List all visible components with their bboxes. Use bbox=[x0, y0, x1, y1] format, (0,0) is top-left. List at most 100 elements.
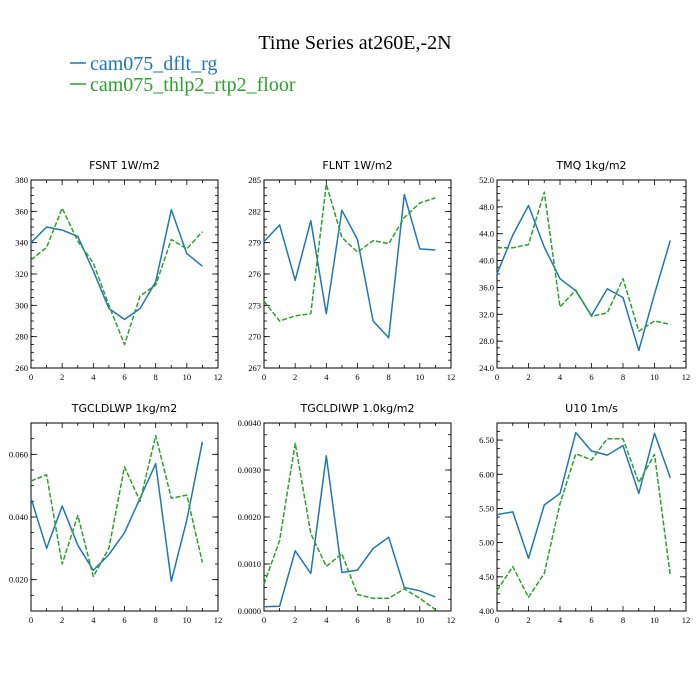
y-tick-label: 276 bbox=[248, 269, 261, 279]
y-tick-label: 300 bbox=[15, 300, 28, 310]
panel-title: FSNT 1W/m2 bbox=[89, 159, 160, 172]
series-line-dflt bbox=[30, 209, 203, 321]
x-tick-label: 0 bbox=[29, 615, 33, 625]
y-tick-label: 380 bbox=[15, 175, 28, 185]
series-line-dflt bbox=[496, 431, 672, 560]
legend-label-dflt: cam075_dflt_rg bbox=[90, 53, 217, 75]
x-tick-label: 0 bbox=[262, 372, 266, 382]
y-tick-label: 24.0 bbox=[479, 363, 494, 373]
y-tick-label: 279 bbox=[248, 238, 261, 248]
y-tick-label: 267 bbox=[248, 363, 261, 373]
x-tick-label: 0 bbox=[495, 372, 499, 382]
y-tick-label: 28.0 bbox=[479, 336, 494, 346]
series-line-floor bbox=[30, 207, 203, 346]
y-tick-label: 48.0 bbox=[479, 202, 494, 212]
figure-title: Time Series at260E,-2N bbox=[258, 32, 451, 54]
x-tick-label: 12 bbox=[447, 615, 456, 625]
x-tick-label: 6 bbox=[122, 615, 126, 625]
y-tick-label: 280 bbox=[15, 332, 28, 342]
y-tick-label: 4.50 bbox=[479, 572, 494, 582]
panel-0: FSNT 1W/m2 0 2 4 6 8 10 12 260 280 300 320 340 360 380 bbox=[15, 159, 222, 382]
x-tick-label: 8 bbox=[387, 372, 391, 382]
panel-title: TGCLDIWP 1.0kg/m2 bbox=[299, 402, 414, 415]
x-tick-label: 2 bbox=[60, 615, 64, 625]
y-tick-label: 36.0 bbox=[479, 282, 494, 292]
y-tick-label: 5.00 bbox=[479, 538, 494, 548]
x-tick-label: 0 bbox=[262, 615, 266, 625]
panel-title: TGCLDLWP 1kg/m2 bbox=[71, 402, 177, 415]
x-tick-label: 8 bbox=[387, 615, 391, 625]
x-tick-label: 6 bbox=[589, 615, 593, 625]
y-tick-label: 0.0010 bbox=[238, 559, 261, 569]
y-tick-label: 4.00 bbox=[479, 606, 494, 616]
y-tick-label: 6.00 bbox=[479, 469, 494, 479]
y-tick-label: 260 bbox=[15, 363, 28, 373]
x-tick-label: 12 bbox=[214, 372, 223, 382]
x-tick-label: 8 bbox=[621, 372, 625, 382]
x-tick-label: 12 bbox=[447, 372, 456, 382]
y-tick-label: 285 bbox=[248, 175, 261, 185]
panels: FSNT 1W/m20 2 4 6 8 10 12260280300320340360380… bbox=[9, 159, 690, 625]
x-tick-label: 8 bbox=[621, 615, 625, 625]
x-tick-label: 2 bbox=[60, 372, 64, 382]
x-tick-label: 10 bbox=[650, 372, 659, 382]
legend-label-floor: cam075_thlp2_rtp2_floor bbox=[90, 74, 296, 96]
y-tick-label: 0.020 bbox=[9, 575, 28, 585]
legend: cam075_dflt_rg cam075_thlp2_rtp2_floor bbox=[70, 53, 296, 96]
x-tick-label: 2 bbox=[293, 372, 297, 382]
x-tick-label: 0 bbox=[495, 615, 499, 625]
x-tick-label: 10 bbox=[416, 615, 425, 625]
x-tick-label: 2 bbox=[526, 372, 530, 382]
y-tick-label: 282 bbox=[248, 206, 261, 216]
panel-1: FLNT 1W/m2 0 2 4 6 8 10 12 267 270 273 276 279 282 285 bbox=[248, 159, 455, 382]
x-tick-label: 12 bbox=[682, 615, 691, 625]
y-tick-label: 0.0030 bbox=[238, 465, 261, 475]
x-tick-label: 4 bbox=[324, 372, 329, 382]
y-tick-label: 270 bbox=[248, 332, 261, 342]
series-line-floor bbox=[496, 437, 672, 599]
y-tick-label: 0.040 bbox=[9, 512, 28, 522]
series-line-floor bbox=[497, 191, 671, 332]
y-tick-label: 320 bbox=[15, 269, 28, 279]
x-tick-label: 6 bbox=[355, 372, 359, 382]
panel-2: TMQ 1kg/m2 0 2 4 6 8 10 12 24.0 28.0 32.0 36.0 40.0 4… bbox=[479, 159, 690, 382]
y-tick-label: 360 bbox=[15, 206, 28, 216]
x-tick-label: 4 bbox=[91, 615, 96, 625]
y-tick-label: 52.0 bbox=[479, 175, 494, 185]
x-tick-label: 6 bbox=[589, 372, 593, 382]
x-tick-label: 2 bbox=[526, 615, 530, 625]
x-tick-label: 4 bbox=[558, 615, 563, 625]
x-tick-label: 8 bbox=[154, 372, 158, 382]
y-tick-label: 44.0 bbox=[479, 229, 494, 239]
panel-5: U10 1m/s 0 2 4 6 8 10 12 4.00 4.50 5.00 5.50 6.00 6.5… bbox=[479, 402, 690, 625]
y-tick-label: 0.0000 bbox=[238, 606, 261, 616]
y-tick-label: 40.0 bbox=[479, 256, 494, 266]
panel-title: TMQ 1kg/m2 bbox=[555, 159, 626, 172]
series-line-dflt bbox=[263, 455, 436, 608]
panel-4: TGCLDIWP 1.0kg/m2 0 2 4 6 8 10 12 0.0000 0.0010 0.… bbox=[238, 402, 456, 625]
panel-title: U10 1m/s bbox=[565, 402, 618, 415]
series-line-floor bbox=[30, 434, 204, 578]
series-line-floor bbox=[263, 183, 436, 322]
x-tick-label: 4 bbox=[91, 372, 96, 382]
panel-3: TGCLDLWP 1kg/m2 0 2 4 6 8 10 12 0.020 0.040 0.060 bbox=[9, 402, 222, 625]
series-line-floor bbox=[263, 442, 436, 611]
x-tick-label: 12 bbox=[682, 372, 691, 382]
y-tick-label: 340 bbox=[15, 238, 28, 248]
series-line-dflt bbox=[263, 193, 436, 339]
x-tick-label: 10 bbox=[650, 615, 659, 625]
x-tick-label: 6 bbox=[355, 615, 359, 625]
x-tick-label: 8 bbox=[154, 615, 158, 625]
x-tick-label: 4 bbox=[558, 372, 563, 382]
y-tick-label: 5.50 bbox=[479, 503, 494, 513]
y-tick-label: 0.060 bbox=[9, 449, 28, 459]
panel-title: FLNT 1W/m2 bbox=[322, 159, 392, 172]
x-tick-label: 10 bbox=[183, 615, 192, 625]
y-tick-label: 0.0040 bbox=[238, 418, 261, 428]
y-tick-label: 273 bbox=[248, 300, 261, 310]
x-tick-label: 12 bbox=[214, 615, 223, 625]
x-tick-label: 2 bbox=[293, 615, 297, 625]
x-tick-label: 6 bbox=[122, 372, 126, 382]
